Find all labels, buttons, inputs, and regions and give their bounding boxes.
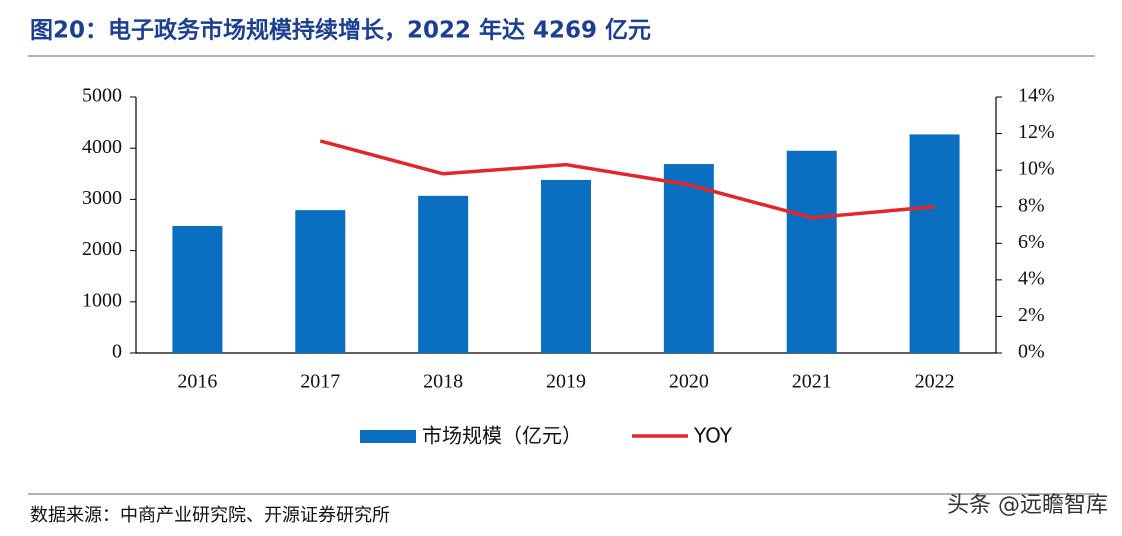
y2-tick-label: 14%	[1018, 85, 1055, 107]
y2-tick-label: 10%	[1018, 158, 1055, 180]
line	[319, 139, 935, 220]
bar	[295, 210, 346, 353]
legend-label: 市场规模（亿元）	[422, 424, 582, 448]
x-tick-label: 2017	[300, 371, 340, 393]
y-tick-label: 4000	[82, 136, 122, 158]
y2-tick-label: 6%	[1018, 231, 1045, 253]
bar	[663, 164, 714, 353]
bar	[909, 134, 960, 353]
legend-label: YOY	[693, 424, 733, 448]
bar	[541, 179, 591, 353]
y2-tick-label: 2%	[1018, 304, 1045, 326]
y2-tick-label: 0%	[1018, 341, 1045, 363]
x-tick-label: 2016	[177, 371, 217, 393]
x-tick-label: 2021	[792, 371, 832, 393]
y2-tick-label: 12%	[1018, 121, 1055, 143]
source: 数据来源：中商产业研究院、开源证券研究所	[30, 505, 390, 526]
y-tick-label: 1000	[82, 289, 122, 311]
bar	[786, 150, 837, 353]
bar	[172, 226, 223, 353]
y2-tick-label: 8%	[1018, 194, 1045, 216]
y-tick-label: 0	[112, 341, 122, 363]
y-tick-label: 3000	[82, 187, 122, 209]
x-tick-label: 2020	[669, 371, 709, 393]
bar	[418, 195, 469, 353]
y2-tick-label: 4%	[1018, 267, 1045, 289]
chart-title: 图20：电子政务市场规模持续增长，2022 年达 4269 亿元	[30, 17, 651, 44]
watermark: 头条 @远瞻智库	[947, 493, 1108, 518]
legend-swatch	[360, 430, 416, 443]
y-tick-label: 2000	[82, 238, 122, 260]
y-tick-label: 5000	[82, 85, 122, 107]
x-tick-label: 2022	[915, 371, 955, 393]
x-tick-label: 2019	[546, 371, 586, 393]
x-tick-label: 2018	[423, 371, 463, 393]
